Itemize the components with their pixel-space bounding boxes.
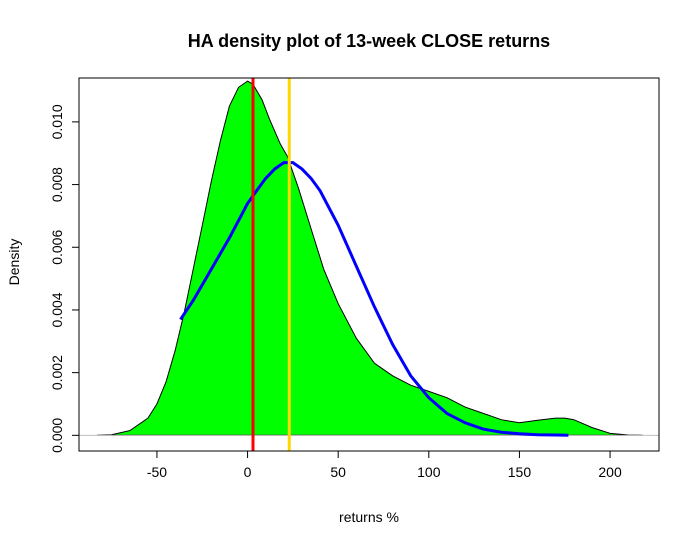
plot-area: -50 0 50 100 150 200 0.000 0.002 0.004 0.006 0.008… bbox=[49, 77, 660, 480]
normal-curve-line bbox=[179, 161, 569, 437]
y-tick-label: 0.008 bbox=[49, 167, 65, 202]
x-tick-label: 150 bbox=[508, 464, 532, 480]
x-tick-label: -50 bbox=[147, 464, 167, 480]
x-tick-label: 100 bbox=[417, 464, 441, 480]
y-tick-label: 0.006 bbox=[49, 230, 65, 265]
x-tick-label: 200 bbox=[598, 464, 622, 480]
x-tick-label: 0 bbox=[244, 464, 252, 480]
y-tick-label: 0.000 bbox=[49, 418, 65, 453]
x-tick-label: 50 bbox=[330, 464, 346, 480]
y-axis-label: Density bbox=[6, 239, 22, 286]
x-axis-label: returns % bbox=[339, 509, 399, 525]
y-tick-label: 0.002 bbox=[49, 355, 65, 390]
y-tick-label: 0.010 bbox=[49, 104, 65, 139]
chart-title: HA density plot of 13-week CLOSE returns bbox=[188, 31, 550, 51]
density-area bbox=[97, 80, 643, 436]
y-tick-label: 0.004 bbox=[49, 292, 65, 327]
